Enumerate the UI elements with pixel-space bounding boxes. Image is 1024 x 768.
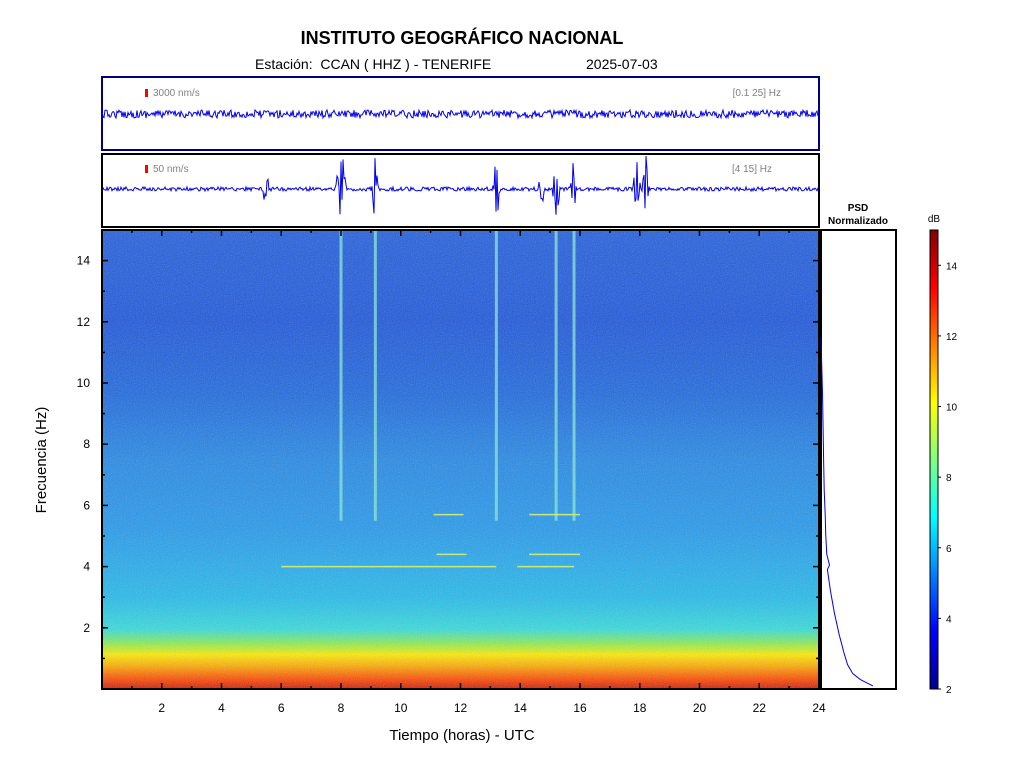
scale-marker-1 — [145, 89, 148, 97]
filter-label-2: [4 15] Hz — [732, 164, 772, 175]
x-tick-label-6: 6 — [278, 701, 285, 715]
date-label: 2025-07-03 — [586, 56, 658, 72]
y-tick-label-12: 12 — [77, 315, 91, 329]
x-tick-label-22: 22 — [753, 701, 767, 715]
colorbar: dB 2 4 6 8 10 12 14 — [928, 214, 958, 696]
scale-label-2: 50 nm/s — [153, 164, 189, 175]
x-tick-label-10: 10 — [394, 701, 408, 715]
y-tick-label-6: 6 — [83, 498, 90, 512]
psd-line — [820, 337, 874, 687]
scale-label-1: 3000 nm/s — [153, 88, 200, 99]
colorbar-tick-label-12: 12 — [946, 332, 958, 343]
y-tick-label-14: 14 — [77, 254, 91, 268]
y-axis-label: Frecuencia (Hz) — [33, 407, 50, 514]
y-tick-label-8: 8 — [83, 437, 90, 451]
trace-panel-broadband: 3000 nm/s [0.1 25] Hz — [101, 76, 820, 151]
x-tick-label-2: 2 — [158, 701, 165, 715]
colorbar-tick-label-10: 10 — [946, 403, 958, 414]
page-title: INSTITUTO GEOGRÁFICO NACIONAL — [300, 28, 624, 48]
x-tick-label-12: 12 — [454, 701, 468, 715]
filter-label-1: [0.1 25] Hz — [733, 88, 781, 99]
trace-line-broadband — [102, 108, 819, 120]
spectral-band-1 — [373, 230, 377, 521]
colorbar-gradient — [929, 229, 939, 690]
psd-title-line2: Normalizado — [828, 216, 888, 227]
trace-line-filtered — [102, 155, 819, 215]
colorbar-tick-label-6: 6 — [946, 544, 952, 555]
colorbar-tick-label-2: 2 — [946, 685, 952, 696]
station-prefix: Estación: — [255, 56, 313, 72]
station-label: Estación: CCAN ( HHZ ) - TENERIFE — [255, 56, 491, 72]
x-axis-label: Tiempo (horas) - UTC — [389, 727, 534, 744]
x-tick-label-24: 24 — [812, 701, 826, 715]
spectral-band-3 — [554, 230, 558, 521]
x-tick-label-18: 18 — [633, 701, 647, 715]
y-tick-label-4: 4 — [83, 560, 90, 574]
spectrogram-noise — [102, 230, 819, 689]
x-tick-label-4: 4 — [218, 701, 225, 715]
x-tick-label-16: 16 — [573, 701, 587, 715]
spectral-band-4 — [572, 230, 576, 521]
x-tick-label-20: 20 — [693, 701, 707, 715]
trace-panel-filtered: 50 nm/s [4 15] Hz — [101, 153, 820, 228]
psd-panel: PSD Normalizado — [820, 203, 897, 690]
psd-title-line1: PSD — [848, 203, 869, 214]
spectral-band-0 — [339, 230, 343, 521]
x-tick-label-8: 8 — [338, 701, 345, 715]
scale-marker-2 — [145, 165, 148, 173]
y-tick-label-2: 2 — [83, 621, 90, 635]
x-tick-label-14: 14 — [514, 701, 528, 715]
spectral-band-2 — [494, 230, 498, 521]
station-name: CCAN ( HHZ ) - TENERIFE — [320, 56, 492, 72]
colorbar-tick-label-14: 14 — [946, 261, 958, 272]
colorbar-tick-label-8: 8 — [946, 473, 952, 484]
colorbar-unit: dB — [928, 214, 941, 225]
y-tick-label-10: 10 — [77, 376, 91, 390]
colorbar-tick-label-4: 4 — [946, 614, 952, 625]
